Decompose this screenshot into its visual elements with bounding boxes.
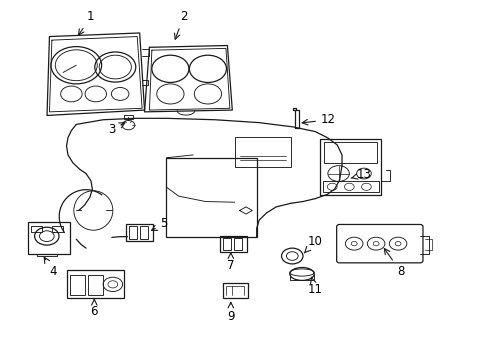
Bar <box>66 270 124 298</box>
Bar <box>320 139 380 195</box>
Bar <box>123 115 133 119</box>
Text: 3: 3 <box>108 123 124 136</box>
Bar <box>88 275 103 295</box>
Bar <box>166 158 256 237</box>
Text: 12: 12 <box>302 113 335 126</box>
Text: 13: 13 <box>350 168 371 181</box>
Text: 6: 6 <box>90 300 98 319</box>
Bar <box>52 226 62 232</box>
Bar <box>129 226 137 239</box>
Text: 9: 9 <box>226 302 234 323</box>
Bar <box>140 226 148 239</box>
Text: 10: 10 <box>304 235 322 253</box>
Bar <box>222 283 247 298</box>
Bar <box>234 137 290 167</box>
Text: 5: 5 <box>151 217 167 230</box>
Text: 1: 1 <box>79 10 95 35</box>
Bar <box>324 142 376 163</box>
Bar <box>223 238 230 249</box>
Text: 7: 7 <box>226 253 234 272</box>
Bar <box>220 235 246 252</box>
Text: 11: 11 <box>307 277 322 296</box>
Bar <box>31 226 42 232</box>
Bar <box>126 224 153 241</box>
Text: 4: 4 <box>44 257 57 278</box>
Bar <box>70 275 84 295</box>
Text: 8: 8 <box>384 248 404 278</box>
Bar <box>27 222 70 253</box>
Bar <box>233 238 241 249</box>
Text: 2: 2 <box>174 10 187 39</box>
Bar <box>322 181 378 192</box>
